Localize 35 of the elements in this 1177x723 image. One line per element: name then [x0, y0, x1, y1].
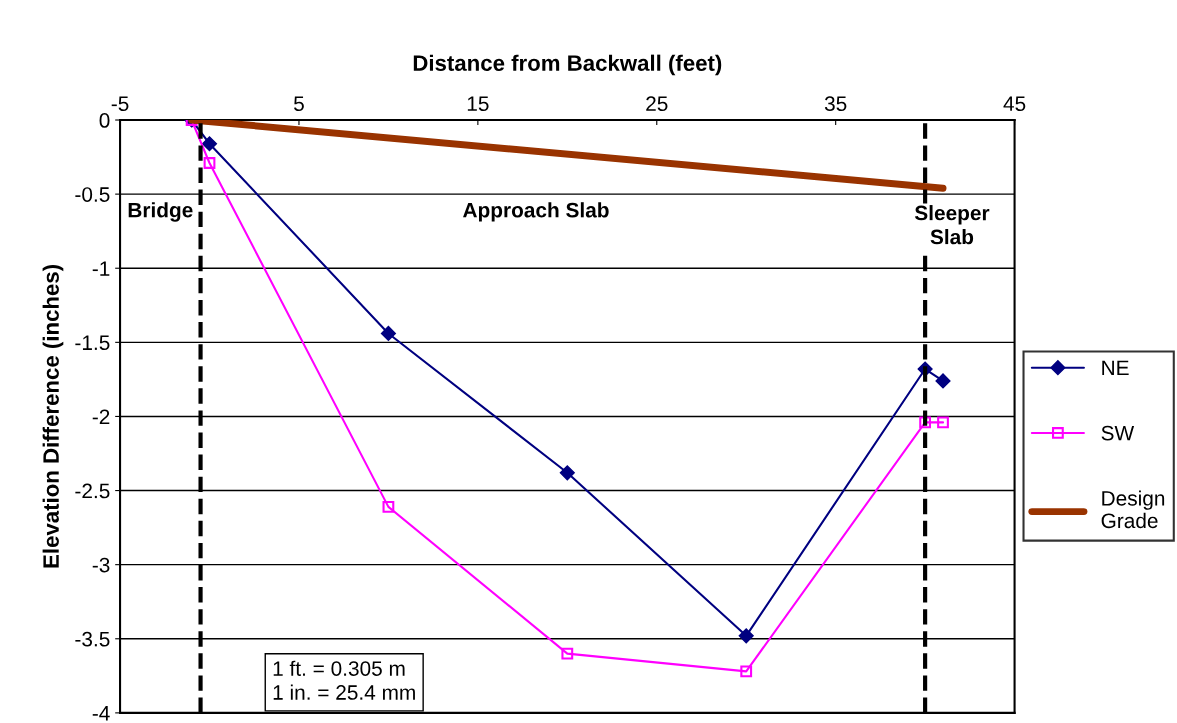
x-tick-label: 15 — [467, 96, 489, 112]
annotation: Bridge — [128, 202, 193, 222]
y-axis-title: Elevation Difference (inches) — [42, 265, 64, 568]
y-tick-label: -2 — [92, 409, 110, 424]
y-tick-label: -3.5 — [75, 631, 110, 647]
y-tick-label: -4 — [92, 706, 110, 721]
point — [919, 416, 932, 429]
annotation: Sleeper Slab — [914, 205, 990, 245]
x-tick-label: 5 — [294, 96, 304, 112]
y-tick-label: -1.5 — [75, 335, 110, 351]
point — [559, 465, 575, 481]
legend-label: SW — [1101, 425, 1135, 441]
point — [561, 647, 574, 660]
point — [740, 665, 753, 678]
annotation: 1 ft. = 0.305 m 1 in. = 25.4 mm — [273, 660, 415, 700]
point — [203, 157, 216, 169]
point — [201, 136, 218, 152]
y-tick-label: -3 — [92, 557, 110, 573]
legend-label: NE — [1102, 360, 1129, 375]
x-tick-label: 45 — [1003, 96, 1026, 112]
legend-label: Design Grade — [1101, 490, 1165, 529]
point — [382, 500, 395, 513]
x-tick-label: 25 — [646, 96, 668, 112]
point — [738, 628, 754, 644]
x-axis-title: Distance from Backwall (feet) — [413, 54, 722, 76]
x-tick-label: 35 — [824, 96, 847, 112]
y-tick-label: -0.5 — [75, 187, 110, 202]
y-tick-label: 0 — [99, 113, 110, 128]
annotation: Approach Slab — [463, 202, 609, 222]
y-tick-label: -1 — [92, 261, 110, 276]
point — [380, 325, 396, 342]
point — [937, 416, 949, 429]
point — [935, 373, 951, 389]
y-tick-label: -2.5 — [75, 483, 110, 499]
x-tick-label: -5 — [111, 96, 129, 112]
